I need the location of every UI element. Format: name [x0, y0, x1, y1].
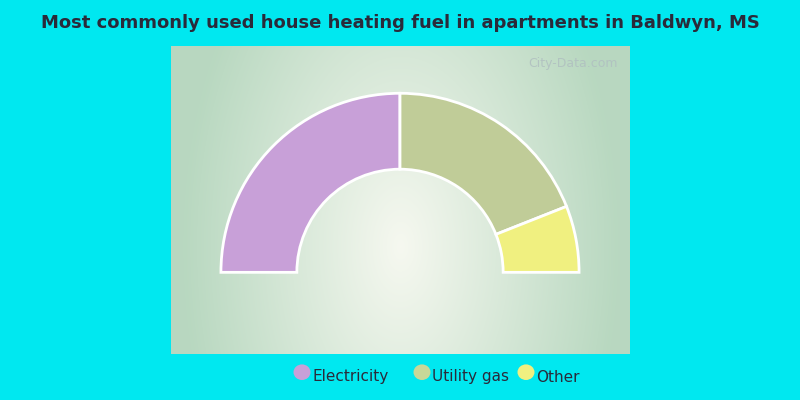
Ellipse shape	[518, 364, 534, 380]
Wedge shape	[221, 93, 400, 272]
Text: Utility gas: Utility gas	[432, 370, 509, 384]
Ellipse shape	[414, 364, 430, 380]
Text: Most commonly used house heating fuel in apartments in Baldwyn, MS: Most commonly used house heating fuel in…	[41, 14, 759, 32]
Text: Other: Other	[536, 370, 579, 384]
Wedge shape	[496, 206, 579, 272]
Text: City-Data.com: City-Data.com	[528, 58, 618, 70]
Wedge shape	[400, 93, 566, 234]
Text: Electricity: Electricity	[312, 370, 388, 384]
Ellipse shape	[294, 364, 310, 380]
